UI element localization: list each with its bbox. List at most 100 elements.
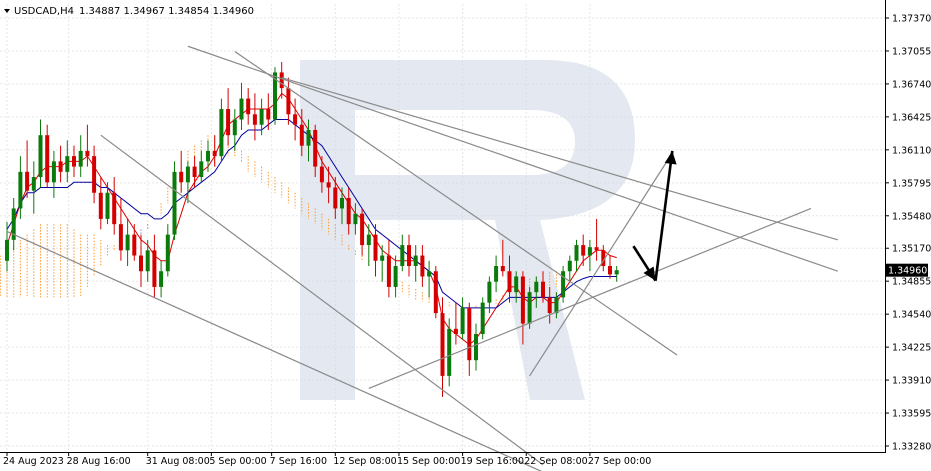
candle-body <box>420 255 425 277</box>
candle-body <box>31 177 36 191</box>
forecast-arrowhead <box>664 150 677 165</box>
candle-body <box>474 334 478 361</box>
trendline <box>100 134 544 466</box>
candle-body <box>366 234 371 246</box>
candle-body <box>38 135 43 178</box>
candle-body <box>614 270 619 275</box>
candle-body <box>527 292 532 324</box>
candle-body <box>601 250 606 267</box>
forecast-arrowhead <box>643 266 656 281</box>
candle-body <box>219 109 224 157</box>
candle-body <box>554 297 559 314</box>
candle-body <box>159 271 164 287</box>
candle-body <box>413 255 418 267</box>
candle-body <box>259 109 264 125</box>
candle-body <box>232 119 237 136</box>
candle-body <box>112 192 117 225</box>
trendline <box>6 230 543 471</box>
candle-body <box>561 271 566 298</box>
candle-body <box>72 156 76 167</box>
candle-body <box>514 276 519 293</box>
candle-body <box>252 114 257 125</box>
candle-body <box>132 234 137 256</box>
price-tick-label: 1.33910 <box>892 376 931 387</box>
candle-body <box>534 281 539 293</box>
candle-body <box>65 156 70 172</box>
candle-body <box>58 161 63 172</box>
candle-body <box>18 171 23 209</box>
candle-body <box>5 239 9 261</box>
price-badge-bg <box>886 263 928 277</box>
price-tick-label: 1.36740 <box>892 79 931 90</box>
candle-body <box>460 307 465 335</box>
candle-body <box>541 281 545 298</box>
candle-body <box>45 135 50 183</box>
time-axis: 24 Aug 2023 28 Aug 16:00 31 Aug 08:00 5 Sep… <box>3 452 651 467</box>
trendline <box>281 77 838 241</box>
symbol-label: USDCAD,H4 <box>14 6 74 17</box>
candle-body <box>400 245 405 267</box>
candle-body <box>206 150 210 162</box>
candle-body <box>494 266 499 282</box>
candle-body <box>179 171 184 183</box>
candle-body <box>306 129 311 146</box>
candle-body <box>212 150 217 157</box>
time-tick-label: 22 Sep 08:00 <box>524 456 587 467</box>
candle-body <box>360 213 365 246</box>
candle-body <box>105 192 110 219</box>
candle-body <box>152 250 157 287</box>
price-tick-label: 1.34225 <box>892 343 931 354</box>
price-tick-label: 1.37055 <box>892 46 931 57</box>
candle-body <box>581 245 586 256</box>
candle-body <box>453 328 458 335</box>
candle-body <box>199 161 204 178</box>
price-tick-label: 1.36110 <box>892 145 931 156</box>
candle-body <box>467 307 472 361</box>
chart-header: USDCAD,H4 1.34887 1.34967 1.34854 1.3496… <box>4 6 254 17</box>
candle-body <box>346 197 351 225</box>
candle-body <box>85 150 90 157</box>
candle-body <box>139 255 143 272</box>
time-tick-label: 31 Aug 08:00 <box>146 456 210 467</box>
forecast-arrow-line <box>654 150 674 281</box>
candle-body <box>192 166 197 178</box>
candle-body <box>293 114 298 125</box>
price-tick-label: 1.36425 <box>892 112 931 123</box>
ohlc-label: 1.34887 1.34967 1.34854 1.34960 <box>79 6 254 17</box>
price-tick-label: 1.33595 <box>892 409 931 420</box>
trendline <box>368 207 812 390</box>
candle-body <box>574 245 579 261</box>
watermark-logo <box>300 60 635 400</box>
candle-body <box>594 247 599 251</box>
kijun-sen-line <box>6 119 617 309</box>
forecast-arrows <box>632 150 677 282</box>
candle-body <box>98 192 103 219</box>
candle-body <box>608 266 612 275</box>
candle-body <box>587 247 592 256</box>
candle-body <box>125 234 130 251</box>
candle-body <box>226 109 231 136</box>
candle-body <box>340 197 344 209</box>
candle-body <box>246 98 251 115</box>
candle-body <box>313 129 318 167</box>
candle-body <box>520 276 525 324</box>
candle-body <box>326 182 331 188</box>
time-tick-label: 19 Sep 16:00 <box>461 456 524 467</box>
candle-body <box>273 72 277 120</box>
candle-body <box>487 281 492 303</box>
candle-body <box>319 166 324 183</box>
dropdown-triangle-icon[interactable] <box>4 9 10 13</box>
trendline <box>187 45 838 272</box>
trendline <box>529 155 671 377</box>
candle-body <box>447 328 452 376</box>
candle-body <box>286 88 291 115</box>
candle-body <box>386 255 391 287</box>
time-tick-label: 15 Sep 00:00 <box>397 456 460 467</box>
candle-body <box>25 171 30 191</box>
price-tick-label: 1.34540 <box>892 310 931 321</box>
candle-body <box>165 234 170 272</box>
price-tick-label: 1.35795 <box>892 178 931 189</box>
candle-body <box>373 234 378 261</box>
candle-body <box>547 297 552 314</box>
candle-body <box>145 250 150 272</box>
